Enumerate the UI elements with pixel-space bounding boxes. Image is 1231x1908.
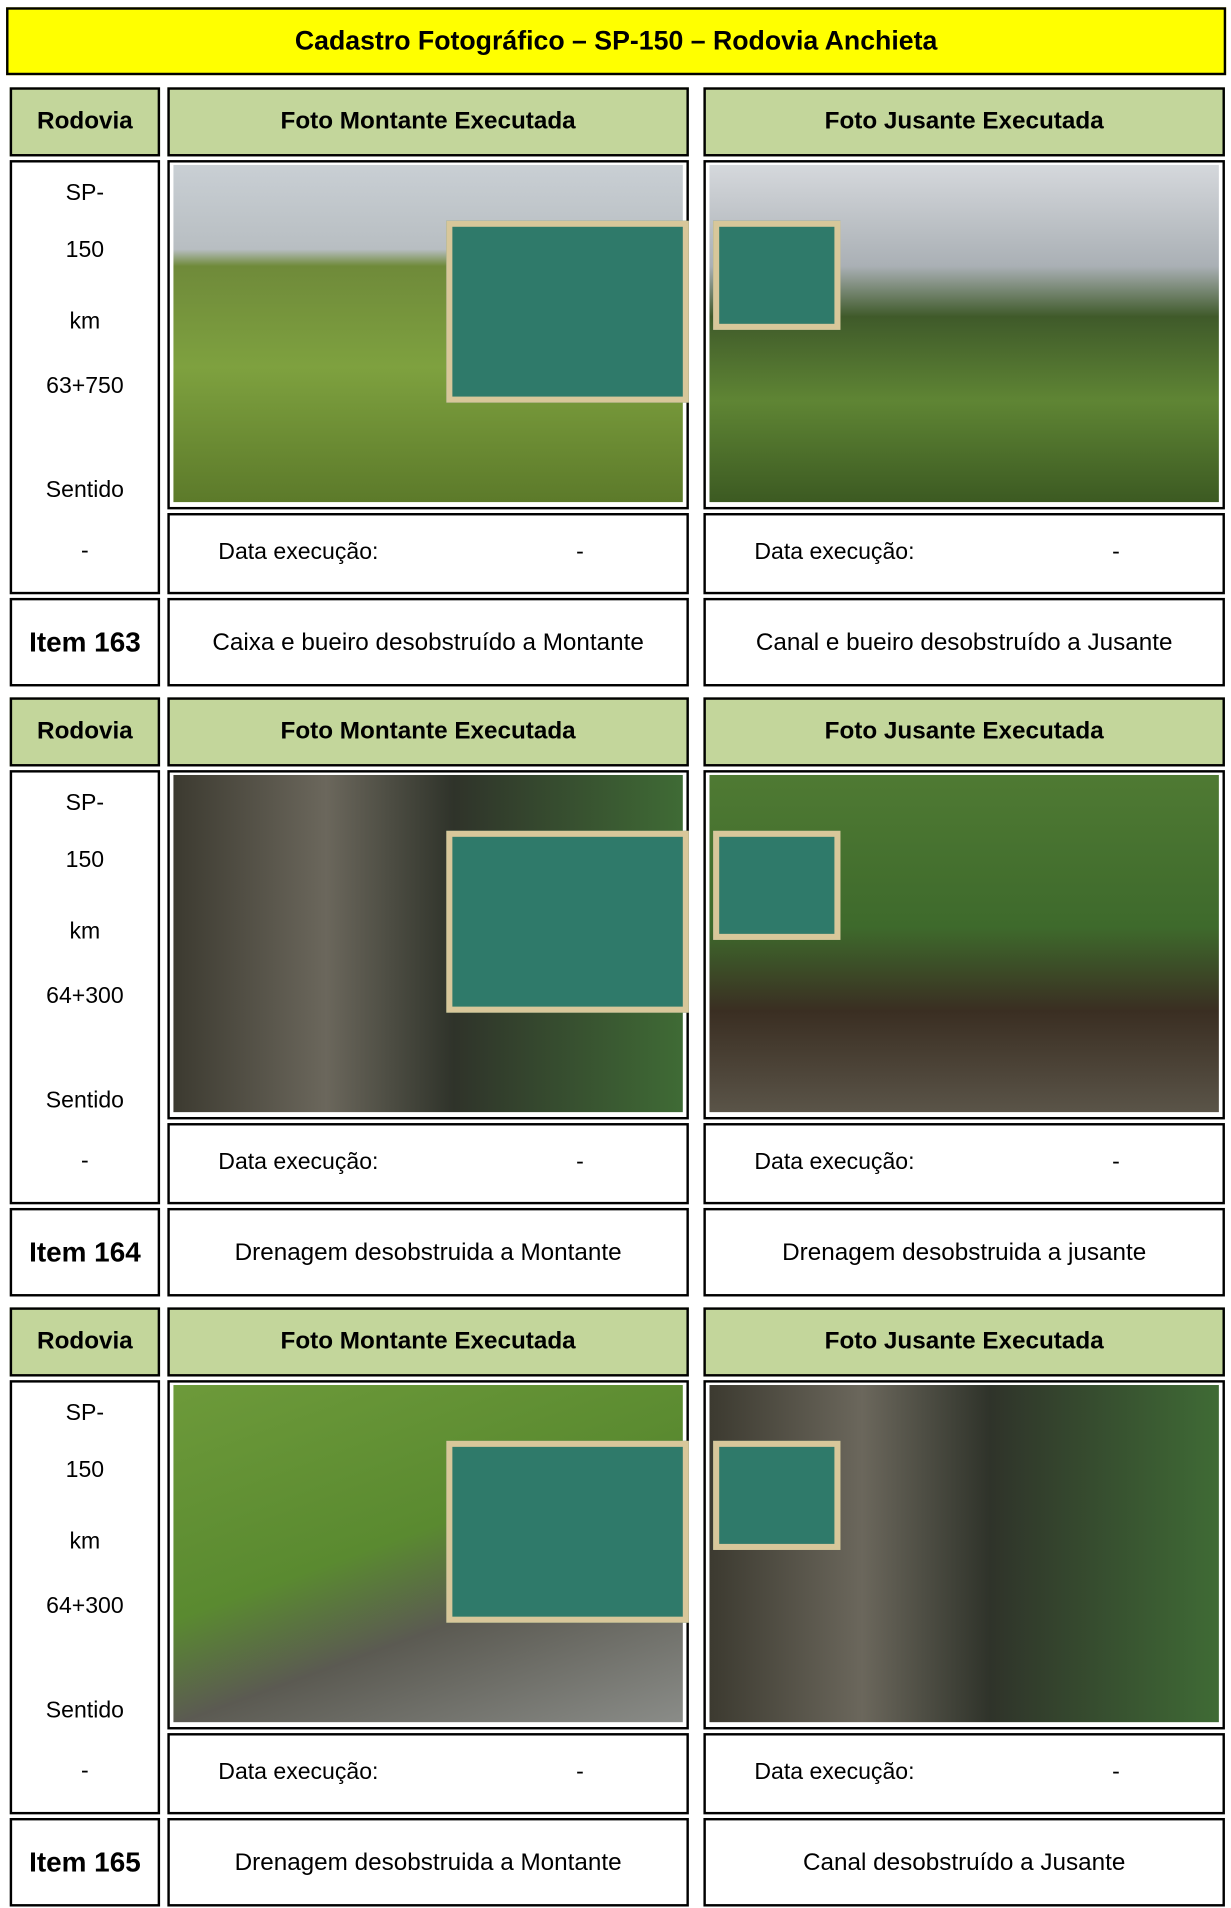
caption: Caixa e bueiro desobstruído a Montante: [167, 597, 689, 687]
date-label: Data execução:: [218, 1149, 379, 1176]
photo-cell: [703, 1380, 1225, 1730]
date-label: Data execução:: [218, 539, 379, 566]
date-cell: [167, 1733, 689, 1815]
date-cell: [167, 513, 689, 595]
photo-cell: [703, 770, 1225, 1120]
location-text: km: [69, 309, 101, 335]
column-header: Foto Jusante Executada: [703, 697, 1225, 767]
column-header: Rodovia: [9, 87, 161, 157]
column-header: Foto Montante Executada: [167, 1307, 689, 1377]
location-text: 64+300: [46, 1593, 124, 1620]
item-number: Item 164: [9, 1207, 161, 1297]
location-text: SP-: [65, 180, 105, 207]
caption: Canal e bueiro desobstruído a Jusante: [703, 597, 1225, 687]
caption: Canal desobstruído a Jusante: [703, 1817, 1225, 1907]
location-text: SP-: [65, 790, 105, 817]
date-label: Data execução:: [754, 1149, 915, 1176]
sign-board: [713, 1440, 841, 1550]
location-text: -: [81, 1758, 89, 1785]
sign-board: [713, 830, 841, 940]
location-text: SP-: [65, 1400, 105, 1427]
location-text: Sentido: [45, 1087, 124, 1114]
location-text: 150: [65, 1457, 105, 1484]
item-number: Item 163: [9, 597, 161, 687]
column-header: Foto Montante Executada: [167, 87, 689, 157]
location-text: Sentido: [45, 477, 124, 504]
date-cell: [703, 1123, 1225, 1205]
sign-board: [446, 220, 689, 403]
column-header: Foto Montante Executada: [167, 697, 689, 767]
photo: [709, 774, 1219, 1113]
title: Cadastro Fotográfico – SP-150 – Rodovia …: [6, 7, 1227, 76]
sign-board: [446, 1440, 689, 1623]
date-value: -: [576, 539, 584, 566]
date-label: Data execução:: [218, 1759, 379, 1786]
location-cell: [9, 770, 161, 1205]
location-cell: [9, 1380, 161, 1815]
location-text: km: [69, 1529, 101, 1555]
location-text: -: [81, 538, 89, 564]
date-label: Data execução:: [754, 1759, 915, 1786]
column-header: Foto Jusante Executada: [703, 1307, 1225, 1377]
date-cell: [703, 1733, 1225, 1815]
date-value: -: [1112, 539, 1120, 566]
location-text: -: [81, 1148, 89, 1174]
date-cell: [167, 1123, 689, 1205]
location-text: Sentido: [45, 1697, 124, 1724]
photo: [709, 164, 1219, 503]
date-cell: [703, 513, 1225, 595]
column-header: Rodovia: [9, 697, 161, 767]
date-value: -: [1112, 1149, 1120, 1176]
date-label: Data execução:: [754, 539, 915, 566]
caption: Drenagem desobstruida a Montante: [167, 1817, 689, 1907]
item-number: Item 165: [9, 1817, 161, 1907]
date-value: -: [576, 1149, 584, 1176]
sign-board: [446, 830, 689, 1013]
caption: Drenagem desobstruida a jusante: [703, 1207, 1225, 1297]
location-text: km: [69, 919, 101, 945]
location-text: 150: [65, 847, 105, 874]
location-text: 63+750: [46, 373, 124, 400]
column-header: Rodovia: [9, 1307, 161, 1377]
location-cell: [9, 160, 161, 595]
date-value: -: [1112, 1759, 1120, 1786]
photo: [709, 1385, 1219, 1723]
date-value: -: [576, 1759, 584, 1786]
location-text: 64+300: [46, 983, 124, 1010]
caption: Drenagem desobstruida a Montante: [167, 1207, 689, 1297]
column-header: Foto Jusante Executada: [703, 87, 1225, 157]
sign-board: [713, 220, 841, 330]
photo-cell: [703, 160, 1225, 510]
location-text: 150: [65, 237, 105, 264]
